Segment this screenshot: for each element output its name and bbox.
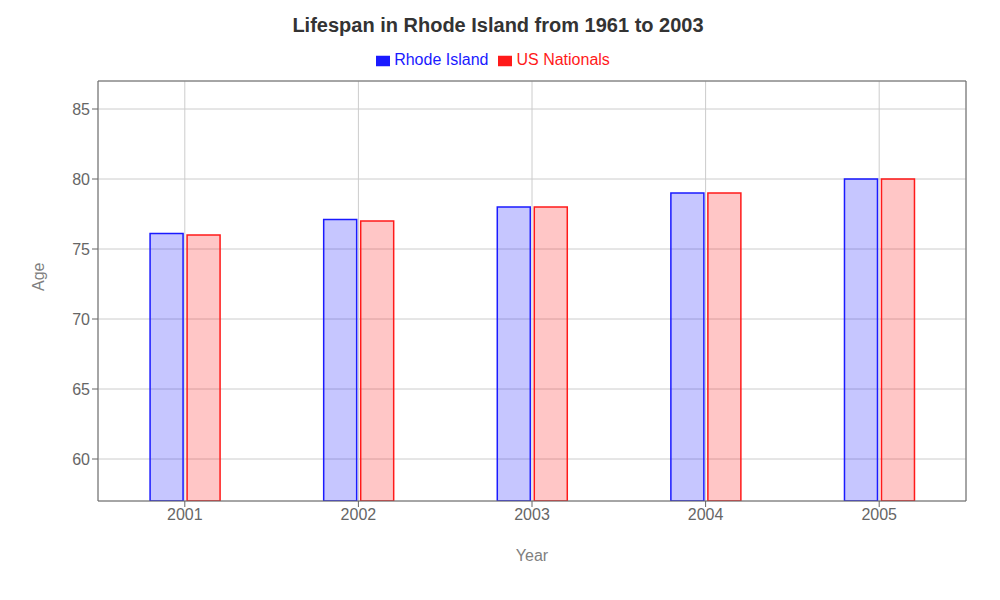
svg-text:2002: 2002 — [341, 506, 377, 523]
svg-text:70: 70 — [72, 311, 90, 328]
html-text:US Nationals: US Nationals — [516, 51, 610, 68]
svg-text:2004: 2004 — [688, 506, 724, 523]
svg-text:75: 75 — [72, 241, 90, 258]
svg-text:85: 85 — [72, 101, 90, 118]
svg-text:Age: Age — [30, 262, 47, 291]
svg-text:60: 60 — [72, 451, 90, 468]
html-text:Rhode Island: Rhode Island — [394, 51, 489, 68]
html-text:Lifespan in Rhode Island from: Lifespan in Rhode Island from 1961 to 20… — [292, 14, 704, 36]
svg-text:65: 65 — [72, 381, 90, 398]
svg-text:2001: 2001 — [167, 506, 203, 523]
svg-text:2005: 2005 — [861, 506, 897, 523]
svg-text:80: 80 — [72, 171, 90, 188]
svg-text:Year: Year — [516, 547, 549, 564]
svg-text:2003: 2003 — [514, 506, 550, 523]
